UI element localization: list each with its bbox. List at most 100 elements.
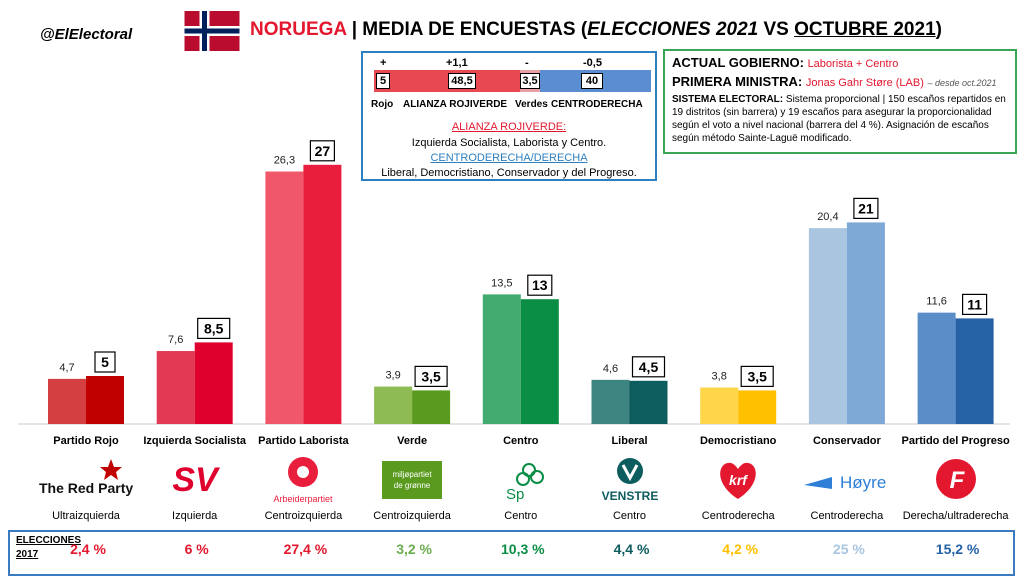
bar-seats-partido-laborista — [303, 164, 342, 425]
value-label-average-partido-rojo: 4,7 — [59, 362, 74, 374]
electoral-system-text: Sistema proporcional | 150 escaños repar… — [672, 94, 1006, 144]
alliance-label-rojo: Rojo — [371, 99, 394, 110]
bar-average-democristiano — [700, 387, 739, 424]
diff-centroderecha: -0,5 — [583, 57, 602, 69]
bar-seats-centro — [520, 299, 559, 424]
value-label-seats-verde: 3,5 — [421, 368, 441, 384]
party-logo-partido-rojo: The Red Party — [31, 455, 141, 505]
title-month: OCTUBRE 2021 — [794, 19, 936, 40]
result-2017-verde: 3,2 % — [396, 541, 432, 557]
value-box-seats-democristiano — [740, 365, 774, 387]
category-label-verde: Verde — [397, 435, 428, 447]
value-box-seats-izquierda-socialista — [197, 317, 231, 339]
category-label-partido-rojo: Partido Rojo — [53, 435, 119, 447]
result-2017-izquierda-socialista: 6 % — [184, 541, 209, 557]
results-label-line1: ELECCIONES — [16, 535, 82, 546]
bar-seats-democristiano — [738, 390, 777, 424]
result-2017-partido-laborista: 27,4 % — [283, 541, 328, 557]
prime-minister-label: PRIMERA MINISTRA: — [672, 74, 803, 89]
bar-average-liberal — [591, 379, 630, 424]
prime-minister: PRIMERA MINISTRA: Jonas Gahr Støre (LAB)… — [672, 73, 1008, 92]
category-label-partido-del-progreso: Partido del Progreso — [901, 435, 1010, 447]
svg-text:F: F — [949, 467, 965, 494]
ideology-label-centro: Centro — [504, 510, 538, 522]
value-label-seats-centro: 13 — [532, 277, 548, 293]
svg-text:Arbeiderpartiet: Arbeiderpartiet — [274, 494, 334, 504]
result-2017-centro: 10,3 % — [501, 541, 545, 557]
bar-seats-izquierda-socialista — [194, 342, 233, 424]
diff-verdes: - — [525, 57, 529, 69]
alliance-blue-members: Liberal, Democristiano, Conservador y de… — [381, 167, 637, 179]
value-label-average-partido-del-progreso: 11,6 — [926, 296, 947, 308]
value-label-average-centro: 13,5 — [491, 277, 512, 289]
prime-minister-since: – desde oct.2021 — [927, 78, 997, 88]
category-label-izquierda-socialista: Izquierda Socialista — [143, 435, 247, 447]
value-label-seats-izquierda-socialista: 8,5 — [204, 320, 224, 336]
alliance-value-rojiverde: 48,5 — [448, 73, 476, 89]
prime-minister-value: Jonas Gahr Støre (LAB) — [805, 77, 924, 89]
ideology-label-partido-rojo: Ultraizquierda — [52, 510, 120, 522]
alliance-bar-rojiverde: 48,5 — [402, 70, 520, 92]
value-label-average-democristiano: 3,8 — [712, 371, 727, 383]
party-logo-partido-laborista: Arbeiderpartiet — [248, 455, 358, 505]
svg-text:de grønne: de grønne — [394, 481, 431, 490]
electoral-system: SISTEMA ELECTORAL: Sistema proporcional … — [672, 93, 1008, 145]
current-government-value: Laborista + Centro — [807, 58, 899, 70]
result-2017-partido-rojo: 2,4 % — [70, 541, 106, 557]
value-label-average-liberal: 4,6 — [603, 363, 618, 375]
ideology-label-conservador: Centroderecha — [810, 510, 884, 522]
party-logo-liberal: VENSTRE — [575, 455, 685, 505]
alliance-bar-centroderecha: 40 — [540, 70, 651, 92]
twitter-handle: @ElElectoral — [40, 26, 133, 43]
ideology-label-partido-laborista: Centroizquierda — [264, 510, 343, 522]
ideology-label-izquierda-socialista: Izquierda — [172, 510, 218, 522]
category-label-centro: Centro — [503, 435, 539, 447]
current-government-label: ACTUAL GOBIERNO: — [672, 55, 804, 70]
party-logo-democristiano: krf — [683, 455, 793, 505]
norway-flag-icon — [184, 11, 240, 51]
title-separator: | MEDIA DE ENCUESTAS ( — [351, 19, 588, 40]
value-box-seats-liberal — [631, 356, 666, 378]
party-logo-partido-del-progreso: F — [901, 455, 1011, 505]
ideology-label-partido-del-progreso: Derecha/ultraderecha — [902, 510, 1009, 522]
ideology-label-verde: Centroizquierda — [373, 510, 451, 522]
svg-text:SV: SV — [172, 461, 221, 499]
alliance-blue-title: CENTRODERECHA/DERECHA — [430, 152, 588, 164]
value-box-seats-conservador — [853, 197, 879, 219]
result-2017-partido-del-progreso: 15,2 % — [935, 541, 980, 557]
svg-text:miljøpartiet: miljøpartiet — [393, 470, 433, 479]
value-box-seats-partido-laborista — [309, 140, 335, 162]
category-label-partido-laborista: Partido Laborista — [258, 435, 349, 447]
electoral-system-label: SISTEMA ELECTORAL: — [672, 94, 784, 105]
alliance-label-centroderecha: CENTRODERECHA — [551, 99, 643, 110]
alliance-red-members: Izquierda Socialista, Laborista y Centro… — [411, 137, 607, 149]
value-label-seats-partido-laborista: 27 — [315, 143, 331, 159]
results-label-line2: 2017 — [16, 549, 39, 560]
title-election: ELECCIONES 2021 — [587, 19, 759, 40]
alliance-red-title: ALIANZA ROJIVERDE: — [451, 121, 567, 133]
party-logo-izquierda-socialista: SV — [140, 455, 250, 505]
svg-text:VENSTRE: VENSTRE — [601, 489, 658, 503]
alliance-value-centroderecha: 40 — [581, 73, 603, 89]
value-box-seats-verde — [414, 365, 448, 387]
value-label-seats-democristiano: 3,5 — [747, 368, 767, 384]
alliance-label-rojiverde: ALIANZA ROJIVERDE — [403, 99, 508, 110]
bar-average-conservador — [808, 228, 847, 424]
alliance-value-verdes: 3,5 — [520, 73, 540, 89]
title-vs: VS — [758, 19, 795, 40]
value-label-average-izquierda-socialista: 7,6 — [168, 334, 183, 346]
value-label-average-conservador: 20,4 — [817, 211, 838, 223]
category-label-liberal: Liberal — [611, 435, 648, 447]
party-logo-centro: Sp — [466, 455, 576, 505]
category-label-democristiano: Democristiano — [699, 435, 777, 447]
alliance-value-rojo: 5 — [376, 73, 390, 89]
bar-average-verde — [374, 386, 413, 424]
value-box-seats-centro — [527, 274, 553, 296]
bar-seats-liberal — [629, 380, 668, 424]
alliance-bar-rojo: 5 — [374, 70, 402, 92]
bar-average-partido-del-progreso — [917, 312, 956, 424]
value-label-seats-partido-del-progreso: 11 — [967, 296, 982, 312]
bar-seats-partido-del-progreso — [955, 318, 994, 424]
alliance-label-verdes: Verdes — [515, 99, 548, 110]
